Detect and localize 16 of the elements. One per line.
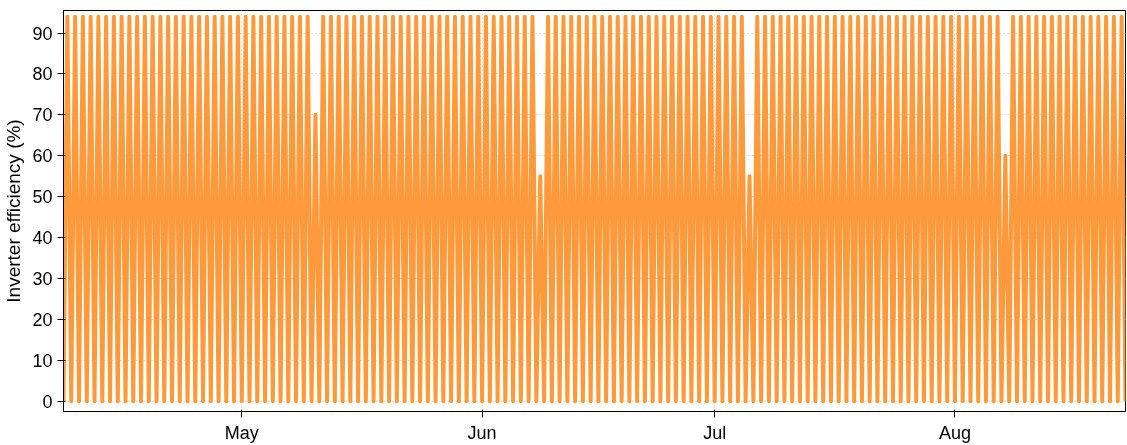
y-tick-label: 60 (32, 146, 53, 167)
x-tick-label: Jun (467, 422, 497, 443)
y-tick-label: 10 (32, 350, 53, 371)
y-tick-label: 50 (32, 187, 53, 208)
y-tick-label: 90 (32, 23, 53, 44)
y-tick-label: 70 (32, 105, 53, 126)
y-tick-label: 30 (32, 269, 53, 290)
line-series (63, 14, 1126, 404)
y-axis-title: Inverter efficiency (%) (3, 119, 25, 303)
y-tick-label: 20 (32, 309, 53, 330)
y-tick-label: 0 (42, 391, 53, 412)
x-tick-label: May (224, 422, 259, 443)
x-tick-label: Aug (938, 422, 971, 443)
y-tick-label: 80 (32, 64, 53, 85)
x-tick-label: Jul (703, 422, 727, 443)
y-tick-label: 40 (32, 228, 53, 249)
